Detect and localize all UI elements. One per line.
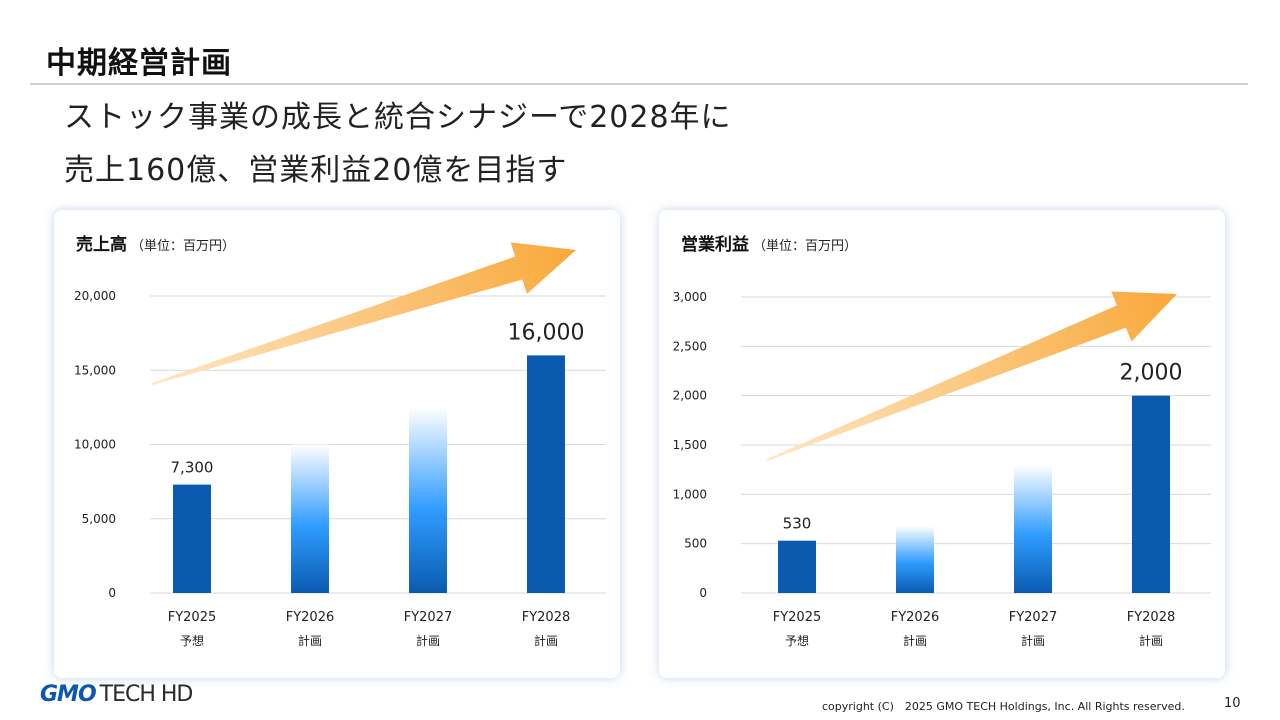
operating-profit-chart-card: 営業利益 （単位：百万円） 0 500 1,000 1,500 2,000 2,500 3,0… xyxy=(659,210,1225,678)
bar-fy2028 xyxy=(527,355,565,593)
bar-fy2025 xyxy=(778,540,816,593)
sales-chart-title-text: 売上高 xyxy=(76,235,127,255)
logo-gmo-text: GMO xyxy=(40,682,97,707)
page-number: 10 xyxy=(1224,696,1241,711)
operating-profit-chart-title: 営業利益 （単位：百万円） xyxy=(681,230,857,255)
x-category-label: FY2027 xyxy=(1009,610,1058,625)
y-tick-label: 0 xyxy=(108,586,116,600)
y-tick-label: 10,000 xyxy=(74,438,116,452)
x-category-label: FY2026 xyxy=(891,610,940,625)
y-tick-label: 2,500 xyxy=(673,339,707,353)
sales-chart-title: 売上高 （単位：百万円） xyxy=(76,230,235,255)
y-tick-label: 20,000 xyxy=(74,289,116,303)
bar-fy2026 xyxy=(291,444,329,593)
sales-chart-unit: （単位：百万円） xyxy=(131,239,236,254)
x-sub-label: 予想 xyxy=(785,633,809,648)
slide-title: 中期経営計画 xyxy=(46,46,232,81)
sales-bar-chart: 0 5,000 10,000 15,000 20,000 7,300 FY2025 予想 FY2… xyxy=(74,242,606,648)
lead-line-1: ストック事業の成長と統合シナジーで2028年に xyxy=(64,100,732,135)
trend-arrow xyxy=(151,242,576,385)
x-sub-label: 計画 xyxy=(416,633,440,648)
bar-fy2025 xyxy=(173,484,211,593)
bar-fy2026 xyxy=(896,525,934,593)
y-tick-label: 1,000 xyxy=(673,487,707,501)
data-label: 16,000 xyxy=(508,320,585,345)
x-category-label: FY2028 xyxy=(1127,610,1176,625)
x-sub-label: 計画 xyxy=(1139,633,1163,648)
gmo-tech-hd-logo: GMO TECH HD xyxy=(40,682,194,708)
x-category-label: FY2028 xyxy=(522,610,571,625)
x-sub-label: 計画 xyxy=(298,633,322,648)
y-tick-label: 15,000 xyxy=(74,363,116,377)
copyright-notice: copyright (C) 2025 GMO TECH Holdings, In… xyxy=(822,700,1185,713)
data-label: 2,000 xyxy=(1120,361,1183,386)
y-tick-label: 0 xyxy=(699,586,707,600)
x-category-label: FY2026 xyxy=(286,610,335,625)
sales-chart-card: 売上高 （単位：百万円） 0 5,000 10,000 15,000 20,000 7,30… xyxy=(54,210,620,678)
x-category-label: FY2025 xyxy=(773,610,822,625)
y-tick-label: 1,500 xyxy=(673,438,707,452)
y-tick-label: 3,000 xyxy=(673,290,707,304)
y-tick-label: 2,000 xyxy=(673,389,707,403)
x-sub-label: 計画 xyxy=(534,633,558,648)
trend-arrow xyxy=(766,291,1177,461)
x-sub-label: 計画 xyxy=(903,633,927,648)
x-category-label: FY2025 xyxy=(168,610,217,625)
operating-profit-chart-title-text: 営業利益 xyxy=(681,235,749,255)
title-divider xyxy=(30,83,1248,85)
x-sub-label: 計画 xyxy=(1021,633,1045,648)
lead-line-2: 売上160億、営業利益20億を目指す xyxy=(64,153,568,188)
y-tick-label: 500 xyxy=(684,537,707,551)
logo-tech-text: TECH HD xyxy=(99,682,194,707)
data-label: 7,300 xyxy=(171,459,214,477)
bar-fy2028 xyxy=(1132,395,1170,593)
operating-profit-bar-chart: 0 500 1,000 1,500 2,000 2,500 3,000 530 FY2025 予想… xyxy=(673,290,1211,648)
operating-profit-chart-unit: （単位：百万円） xyxy=(753,239,858,254)
data-label: 530 xyxy=(783,515,812,533)
bar-fy2027 xyxy=(1014,464,1052,593)
bar-fy2027 xyxy=(409,407,447,593)
y-tick-label: 5,000 xyxy=(82,512,116,526)
x-sub-label: 予想 xyxy=(180,633,204,648)
x-category-label: FY2027 xyxy=(404,610,453,625)
